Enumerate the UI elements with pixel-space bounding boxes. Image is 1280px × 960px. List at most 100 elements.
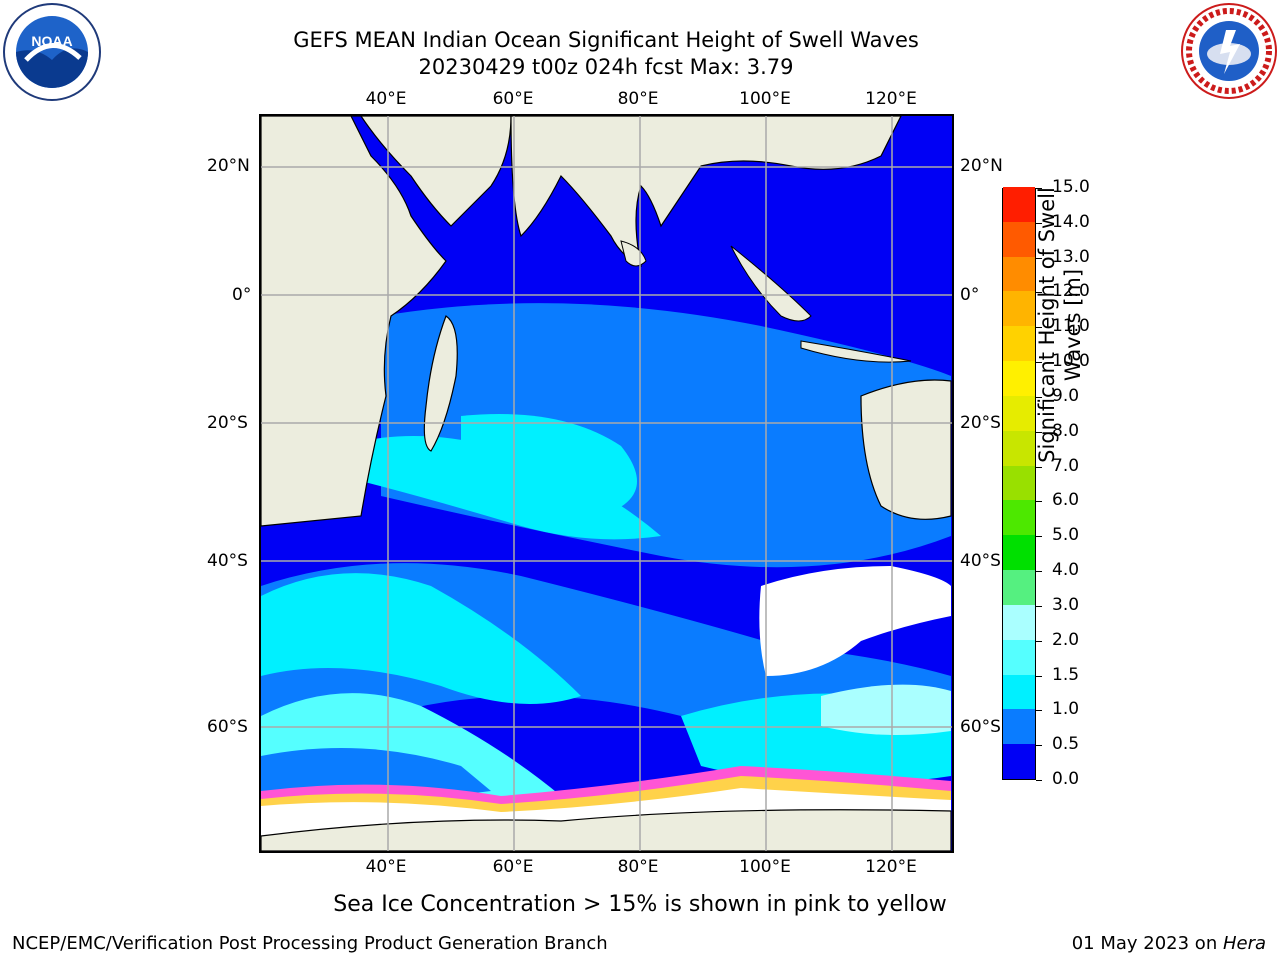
colorbar-tick-label: 4.0 xyxy=(1052,560,1080,581)
colorbar-tick-label: 7.0 xyxy=(1052,455,1080,476)
colorbar-tick-label: 10.0 xyxy=(1052,351,1090,372)
colorbar-tick-mark xyxy=(1036,327,1042,329)
colorbar-segment xyxy=(1003,743,1035,779)
noaa-logo-text: NOAA xyxy=(31,33,72,49)
lon-tick-bottom-80e: 80°E xyxy=(617,857,659,877)
colorbar-tick-label: 1.0 xyxy=(1052,699,1080,720)
colorbar-tick-label: 3.0 xyxy=(1052,594,1080,615)
colorbar-tick-mark xyxy=(1036,571,1042,573)
colorbar-segment xyxy=(1003,674,1035,710)
colorbar-segment xyxy=(1003,708,1035,745)
colorbar-segment xyxy=(1003,604,1035,640)
colorbar xyxy=(1002,186,1036,780)
colorbar-tick-label: 5.0 xyxy=(1052,525,1080,546)
colorbar-tick-label: 13.0 xyxy=(1052,246,1090,267)
noaa-logo-icon: NOAA xyxy=(3,3,101,101)
colorbar-segment xyxy=(1003,569,1035,605)
colorbar-segment xyxy=(1003,186,1035,222)
lat-tick-left-0: 0° xyxy=(232,285,252,305)
land-arabia xyxy=(351,116,512,227)
colorbar-tick-label: 2.0 xyxy=(1052,629,1080,650)
colorbar-label-line1: Significant Height of Swell xyxy=(1035,187,1059,463)
lon-tick-bottom-100e: 100°E xyxy=(739,857,791,877)
land-sumatra xyxy=(730,245,812,322)
colorbar-tick-mark xyxy=(1036,536,1042,538)
colorbar-tick-mark xyxy=(1036,188,1042,189)
colorbar-tick-label: 14.0 xyxy=(1052,211,1090,232)
colorbar-tick-mark xyxy=(1036,501,1042,503)
colorbar-segment xyxy=(1003,290,1035,327)
land-australia xyxy=(860,379,952,520)
lat-tick-right-60s: 60°S xyxy=(960,717,1001,737)
lon-tick-top-120e: 120°E xyxy=(865,89,917,109)
lat-tick-right-40s: 40°S xyxy=(960,551,1001,571)
footer-host: Hera xyxy=(1222,933,1266,954)
colorbar-tick-label: 6.0 xyxy=(1052,490,1080,511)
lon-tick-top-40e: 40°E xyxy=(365,89,407,109)
colorbar-tick-mark xyxy=(1036,257,1042,259)
colorbar-label-line2: Waves [m] xyxy=(1061,268,1085,382)
colorbar-tick-mark xyxy=(1036,640,1042,642)
lon-tick-top-100e: 100°E xyxy=(739,89,791,109)
colorbar-segment xyxy=(1003,499,1035,536)
map-canvas xyxy=(261,116,952,851)
swell-band-1-1-5-sw xyxy=(261,573,581,704)
colorbar-segment xyxy=(1003,534,1035,571)
colorbar-tick-mark xyxy=(1036,710,1042,712)
lon-tick-bottom-60e: 60°E xyxy=(492,857,534,877)
footer-producer: NCEP/EMC/Verification Post Processing Pr… xyxy=(12,933,608,954)
swell-patch-central xyxy=(461,414,637,516)
land-java xyxy=(800,340,912,363)
lon-tick-top-80e: 80°E xyxy=(617,89,659,109)
colorbar-tick-mark xyxy=(1036,780,1042,781)
map-frame xyxy=(259,114,954,853)
colorbar-tick-mark xyxy=(1036,431,1042,433)
colorbar-segment xyxy=(1003,221,1035,257)
colorbar-segment xyxy=(1003,430,1035,466)
colorbar-tick-label: 1.5 xyxy=(1052,664,1080,685)
colorbar-label: Significant Height of Swell Waves [m] xyxy=(1034,165,1086,485)
lat-tick-right-20n: 20°N xyxy=(960,156,1003,176)
colorbar-segment xyxy=(1003,256,1035,292)
colorbar-tick-mark xyxy=(1036,605,1042,607)
nws-logo xyxy=(1180,2,1278,100)
colorbar-tick-mark xyxy=(1036,675,1042,677)
colorbar-tick-label: 0.0 xyxy=(1052,769,1080,789)
colorbar-segment xyxy=(1003,465,1035,501)
colorbar-segment xyxy=(1003,639,1035,675)
chart-title: GEFS MEAN Indian Ocean Significant Heigh… xyxy=(293,28,919,52)
colorbar-tick-mark xyxy=(1036,466,1042,468)
colorbar-tick-label: 0.5 xyxy=(1052,734,1080,755)
swell-band-1-5-2 xyxy=(261,693,561,799)
map-gridlines xyxy=(261,116,952,851)
colorbar-segment xyxy=(1003,325,1035,362)
colorbar-tick-mark xyxy=(1036,362,1042,364)
land-madagascar xyxy=(423,315,458,452)
colorbar-tick-label: 8.0 xyxy=(1052,420,1080,441)
colorbar-tick-label: 9.0 xyxy=(1052,385,1080,406)
nws-logo-icon xyxy=(1181,3,1277,99)
colorbar-tick-mark xyxy=(1036,396,1042,398)
swell-band-1-1-5 xyxy=(341,436,661,540)
lat-tick-left-20n: 20°N xyxy=(207,156,250,176)
lat-tick-left-60s: 60°S xyxy=(207,717,248,737)
swell-band-2-3 xyxy=(821,684,951,735)
colorbar-tick-label: 11.0 xyxy=(1052,316,1090,337)
colorbar-tick-mark xyxy=(1036,745,1042,747)
colorbar-tick-label: 12.0 xyxy=(1052,281,1090,302)
lat-tick-right-20s: 20°S xyxy=(960,413,1001,433)
colorbar-segment xyxy=(1003,395,1035,431)
colorbar-tick-mark xyxy=(1036,222,1042,224)
colorbar-tick-mark xyxy=(1036,292,1042,294)
footer-date-text: 01 May 2023 on xyxy=(1071,933,1223,954)
colorbar-tick-label: 15.0 xyxy=(1052,177,1090,197)
colorbar-segment xyxy=(1003,360,1035,396)
lat-tick-left-40s: 40°S xyxy=(207,551,248,571)
lon-tick-bottom-120e: 120°E xyxy=(865,857,917,877)
chart-subtitle: 20230429 t00z 024h fcst Max: 3.79 xyxy=(418,55,794,79)
lon-tick-bottom-40e: 40°E xyxy=(365,857,407,877)
land-antarctica xyxy=(261,809,952,851)
masked-region xyxy=(759,566,951,676)
lon-tick-top-60e: 60°E xyxy=(492,89,534,109)
noaa-logo: NOAA xyxy=(2,2,102,102)
